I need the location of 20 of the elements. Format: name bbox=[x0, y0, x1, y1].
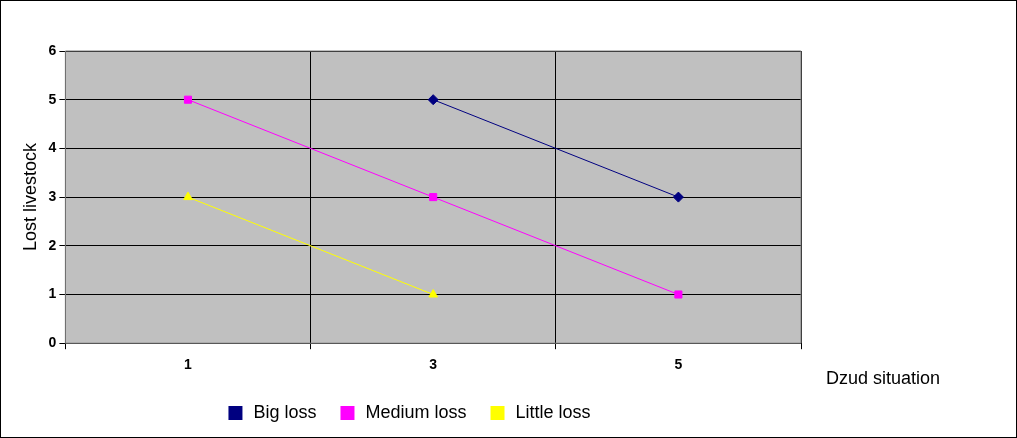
x-tick-label: 1 bbox=[184, 356, 193, 373]
y-tick-label: 1 bbox=[48, 285, 57, 302]
point bbox=[183, 95, 193, 104]
x-axis-title: Dzud situation bbox=[826, 368, 941, 389]
y-tick-label: 5 bbox=[48, 90, 57, 107]
y-tick-label: 0 bbox=[48, 334, 57, 351]
y-tick-label: 4 bbox=[48, 139, 57, 156]
point bbox=[429, 193, 438, 202]
legend-label: Big loss bbox=[253, 401, 317, 422]
y-axis-title: Lost livestock bbox=[19, 142, 40, 252]
y-tick-label: 3 bbox=[48, 187, 57, 204]
point bbox=[672, 191, 684, 203]
point bbox=[674, 290, 683, 299]
x-tick-label: 3 bbox=[429, 356, 438, 373]
y-tick-label: 2 bbox=[48, 236, 57, 253]
legend-label: Medium loss bbox=[365, 401, 467, 422]
legend-label: Little loss bbox=[515, 401, 591, 422]
x-tick-label: 5 bbox=[674, 356, 683, 373]
point bbox=[427, 94, 439, 106]
y-tick-label: 6 bbox=[48, 41, 57, 58]
